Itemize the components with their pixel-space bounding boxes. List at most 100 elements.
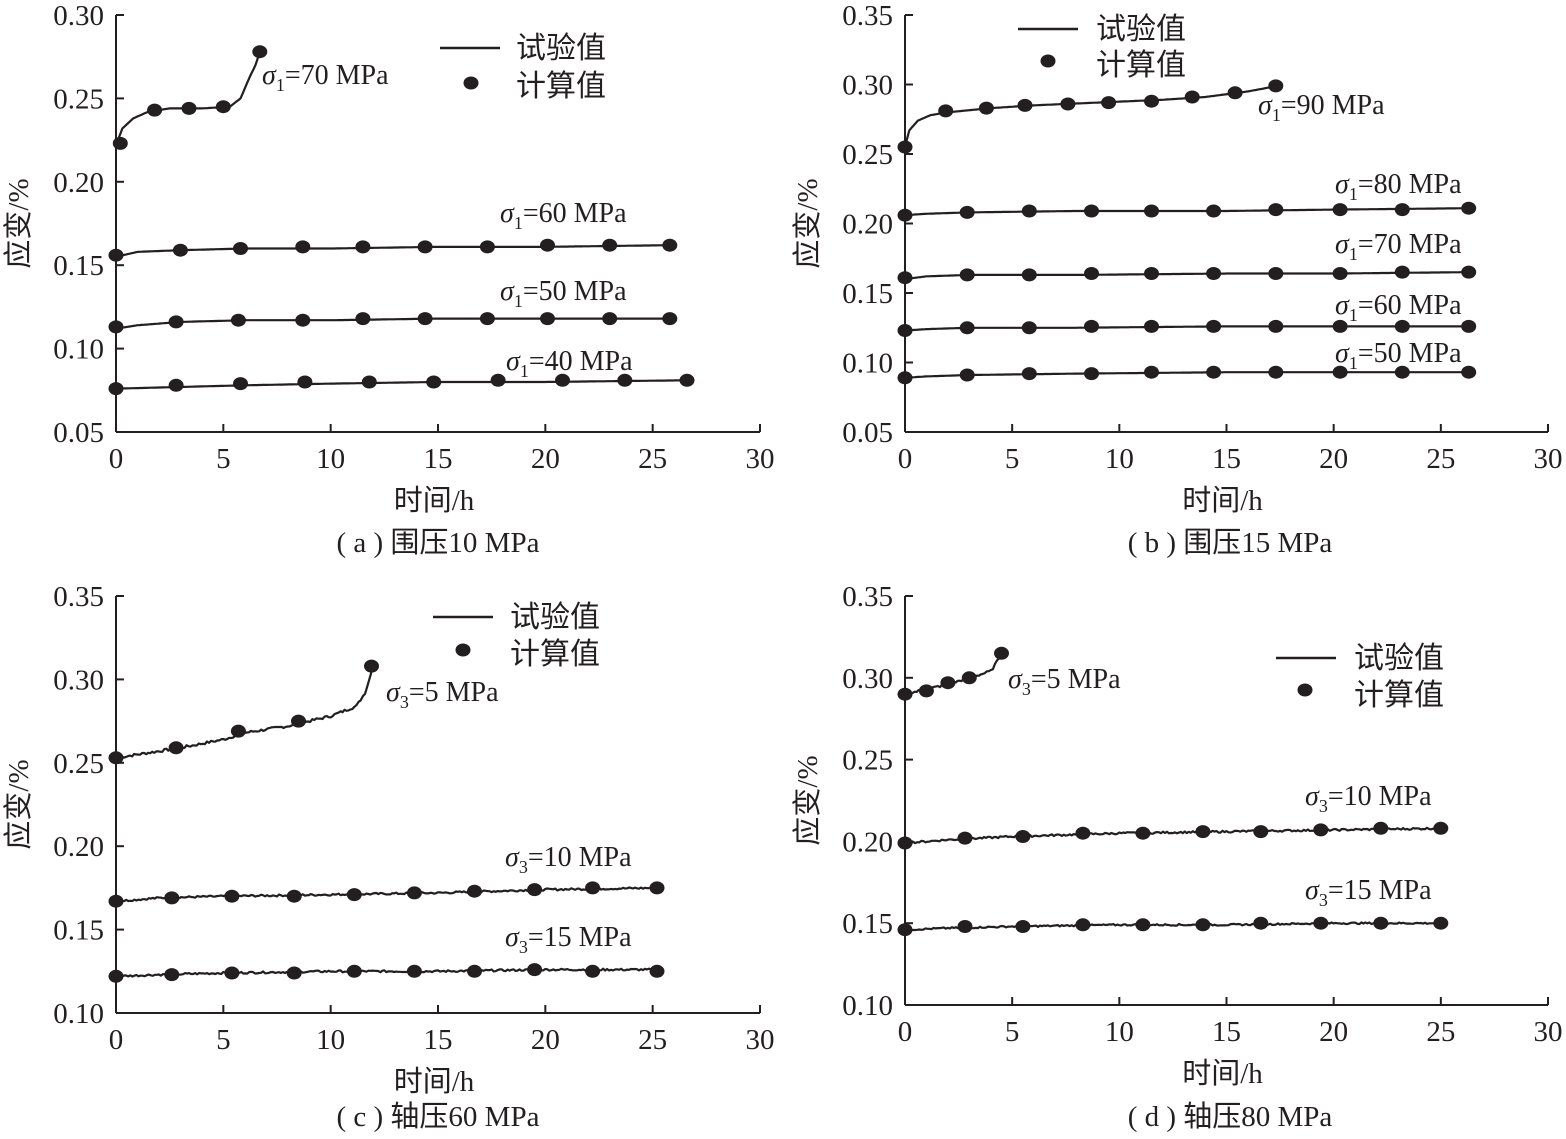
- data-point: [1433, 916, 1449, 930]
- series-line: [115, 244, 670, 258]
- data-point: [406, 886, 422, 900]
- y-tick-label: 0.10: [842, 348, 893, 380]
- series-3: σ3=15 MPa: [897, 875, 1449, 937]
- series-1: σ3=5 MPa: [108, 659, 499, 765]
- panel-caption: ( c ) 轴压60 MPa: [337, 1100, 540, 1133]
- x-tick-label: 25: [638, 1024, 667, 1056]
- data-point: [1084, 204, 1099, 218]
- series-label: σ1=80 MPa: [1335, 169, 1462, 204]
- y-tick-label: 0.30: [53, 664, 104, 696]
- legend-label-measured: 试验值: [510, 601, 600, 634]
- data-point: [108, 751, 124, 765]
- series-2: σ1=80 MPa: [897, 169, 1477, 222]
- data-point: [108, 382, 124, 396]
- data-point: [1461, 319, 1477, 333]
- y-tick-label: 0.15: [842, 908, 893, 940]
- series-line: [114, 51, 261, 146]
- data-point: [1394, 265, 1410, 279]
- data-point: [490, 373, 506, 387]
- series-line: [116, 379, 687, 390]
- data-point: [286, 889, 302, 903]
- data-point: [602, 312, 618, 326]
- legend-label-calculated: 计算值: [1354, 679, 1444, 712]
- data-point: [1144, 267, 1159, 280]
- x-tick-label: 20: [1319, 443, 1348, 475]
- data-point: [1268, 267, 1284, 280]
- x-tick-label: 10: [316, 443, 345, 475]
- series-line: [904, 325, 1469, 332]
- data-point: [112, 136, 128, 150]
- series-line: [904, 652, 1003, 696]
- y-tick-label: 0.10: [842, 990, 893, 1022]
- y-tick-label: 0.35: [842, 0, 893, 32]
- data-point: [108, 894, 124, 908]
- y-tick-label: 0.30: [842, 70, 893, 102]
- data-point: [1017, 98, 1033, 112]
- data-point: [1021, 204, 1037, 218]
- y-tick-label: 0.15: [53, 250, 104, 282]
- x-tick-label: 5: [1005, 1016, 1020, 1048]
- data-point: [1461, 201, 1477, 215]
- legend-label-calculated: 计算值: [1096, 49, 1186, 82]
- data-point: [233, 242, 248, 255]
- x-tick-label: 15: [424, 443, 453, 475]
- y-tick-label: 0.35: [842, 581, 893, 613]
- data-point: [662, 238, 678, 252]
- data-point: [1206, 204, 1222, 218]
- data-point: [1373, 916, 1389, 930]
- data-point: [527, 883, 543, 897]
- x-tick-label: 0: [109, 1024, 124, 1056]
- data-point: [959, 205, 975, 219]
- data-point: [897, 324, 913, 337]
- data-point: [147, 103, 163, 117]
- series-line: [115, 317, 670, 330]
- series-line: [115, 967, 658, 978]
- data-point: [1461, 265, 1477, 279]
- panel-b: 0 5 10 15 20 25 30 0.05 0.10 0.15 0.20 0.25 0.30 0.35…: [791, 0, 1563, 559]
- x-tick-label: 15: [424, 1024, 453, 1056]
- y-tick-label: 0.10: [53, 998, 104, 1030]
- data-point: [897, 208, 913, 222]
- x-tick-label: 20: [531, 443, 560, 475]
- y-axis-title: 应变/%: [791, 178, 824, 268]
- data-point: [1332, 267, 1348, 280]
- data-point: [172, 243, 188, 257]
- series-label: σ1=50 MPa: [1335, 338, 1462, 373]
- x-axis-title: 时间/h: [394, 484, 475, 517]
- data-point: [1021, 367, 1037, 381]
- x-tick-label: 5: [1005, 443, 1020, 475]
- series-3: σ1=70 MPa: [897, 229, 1477, 285]
- series-label: σ1=60 MPa: [500, 198, 627, 233]
- x-tick-label: 20: [1319, 1016, 1348, 1048]
- data-point: [1195, 825, 1211, 839]
- x-axis-title: 时间/h: [1182, 1057, 1263, 1090]
- data-point: [108, 969, 124, 983]
- series-label: σ3=10 MPa: [505, 842, 632, 877]
- data-point: [540, 312, 555, 326]
- panel-c: 0 5 10 15 20 25 30 0.10 0.15 0.20 0.25 0.30 0.35 时间/h…: [2, 581, 775, 1133]
- y-tick-label: 0.25: [842, 745, 893, 777]
- data-point: [1313, 823, 1329, 837]
- data-point: [108, 248, 124, 262]
- legend-label-calculated: 计算值: [516, 70, 606, 103]
- data-point: [602, 238, 618, 252]
- data-point: [295, 240, 311, 254]
- data-point: [1268, 319, 1284, 333]
- series-line: [904, 826, 1442, 845]
- data-point: [897, 687, 913, 701]
- data-point: [364, 659, 379, 673]
- x-tick-label: 30: [746, 1024, 775, 1056]
- data-point: [1461, 365, 1477, 379]
- data-point: [957, 920, 973, 933]
- x-tick-label: 30: [746, 443, 775, 475]
- series-line: [904, 271, 1469, 281]
- data-point: [1021, 321, 1037, 335]
- y-axis-title: 应变/%: [2, 759, 35, 849]
- data-point: [297, 375, 313, 389]
- series-5: σ1=50 MPa: [897, 338, 1477, 385]
- data-point: [215, 100, 231, 114]
- data-point: [233, 377, 248, 391]
- y-tick-label: 0.25: [842, 139, 893, 171]
- series-label: σ1=60 MPa: [1335, 290, 1462, 325]
- panel-caption: ( b ) 围压15 MPa: [1128, 527, 1333, 559]
